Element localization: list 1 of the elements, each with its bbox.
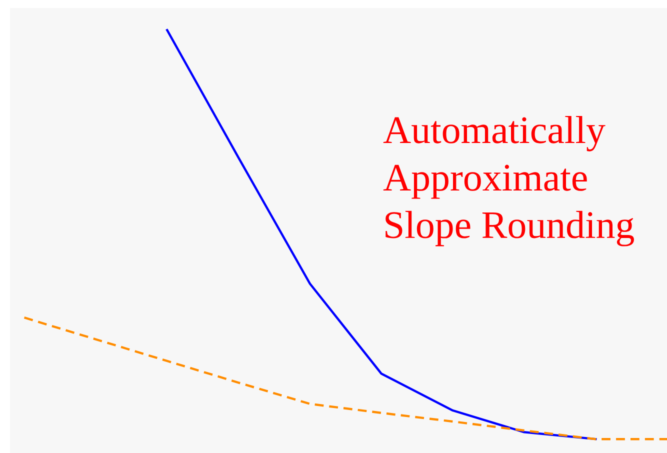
annotation: Automatically Approximate Slope Rounding xyxy=(383,116,634,246)
